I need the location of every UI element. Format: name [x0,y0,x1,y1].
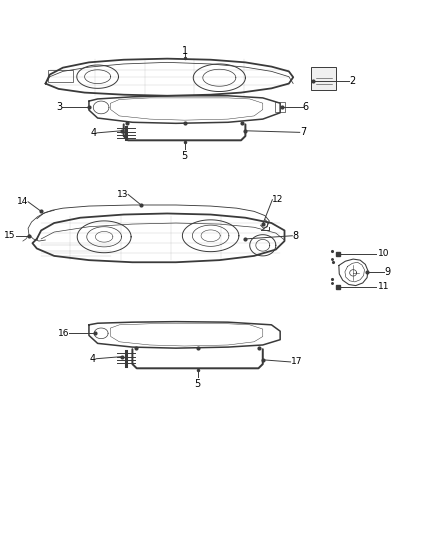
Text: 5: 5 [181,151,187,161]
FancyBboxPatch shape [311,67,336,90]
Text: 9: 9 [385,267,391,277]
Text: 15: 15 [4,231,16,240]
Text: 6: 6 [303,102,309,112]
Text: 4: 4 [91,128,97,138]
Text: 8: 8 [292,231,298,241]
Text: 14: 14 [17,197,28,206]
Text: 16: 16 [58,329,69,338]
Text: 3: 3 [56,102,62,112]
Text: 13: 13 [117,190,128,199]
Text: 11: 11 [378,282,390,291]
Text: 17: 17 [290,358,302,367]
Text: 12: 12 [272,195,284,204]
Text: 5: 5 [194,379,201,389]
Text: 2: 2 [349,76,355,86]
Text: 1: 1 [181,46,187,56]
Text: 10: 10 [378,249,390,259]
Text: 7: 7 [300,127,306,138]
Text: 4: 4 [90,354,96,364]
